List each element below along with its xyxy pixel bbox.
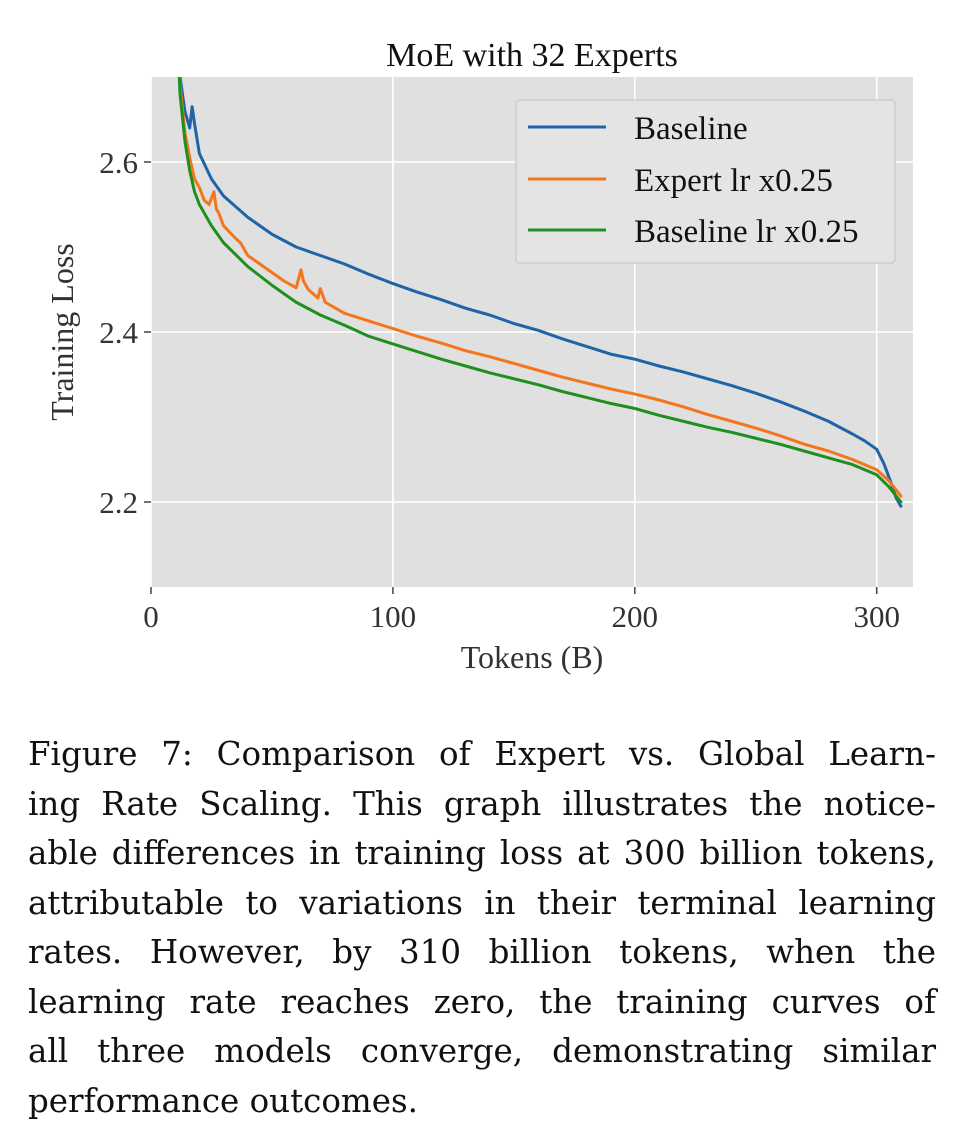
y-tick-label: 2.4: [99, 315, 138, 350]
series-line-expert-lr: [178, 77, 903, 498]
legend-label-baseline: Baseline: [634, 111, 748, 147]
caption-line: able differences in training loss at 300…: [28, 834, 936, 872]
caption-line: ing Rate Scaling. This graph illustrates…: [28, 784, 936, 823]
x-tick-label: 0: [143, 599, 159, 634]
caption-line: rates. However, by 310 billion tokens, w…: [28, 933, 936, 971]
legend-label-expert-lr: Expert lr x0.25: [634, 163, 833, 199]
caption-line: attributable to variations in their term…: [28, 883, 936, 922]
legend-label-baseline-lr: Baseline lr x0.25: [634, 214, 859, 250]
caption-line: performance outcomes.: [28, 1081, 418, 1120]
x-tick-label: 300: [853, 599, 900, 634]
caption-line: Figure 7: Comparison of Expert vs. Globa…: [28, 735, 936, 773]
legend-box: [515, 99, 896, 264]
chart-title: MoE with 32 Experts: [386, 37, 678, 74]
figure-caption: Figure 7: Comparison of Expert vs. Globa…: [28, 730, 936, 1126]
y-tick-label: 2.6: [99, 145, 138, 180]
y-tick-label: 2.2: [99, 485, 138, 520]
caption-line: all three models converge, demonstrating…: [28, 1032, 936, 1070]
x-axis-ticks: 0 100 200 300: [143, 587, 900, 634]
x-axis-label: Tokens (B): [461, 639, 604, 675]
series-line-baseline-lr: [177, 77, 903, 504]
y-axis-ticks: 2.2 2.4 2.6: [99, 145, 151, 520]
series-line-baseline: [178, 77, 903, 508]
series-lines: [177, 77, 903, 508]
training-loss-chart: MoE with 32 Experts 0 100 200 300 2.2 2.4 2.6…: [44, 37, 913, 675]
x-tick-label: 100: [370, 599, 417, 634]
y-axis-label: Training Loss: [44, 243, 80, 421]
legend: Baseline Expert lr x0.25 Baseline lr x0.…: [515, 99, 896, 264]
x-tick-label: 200: [612, 599, 659, 634]
caption-line: learning rate reaches zero, the training…: [28, 982, 936, 1021]
